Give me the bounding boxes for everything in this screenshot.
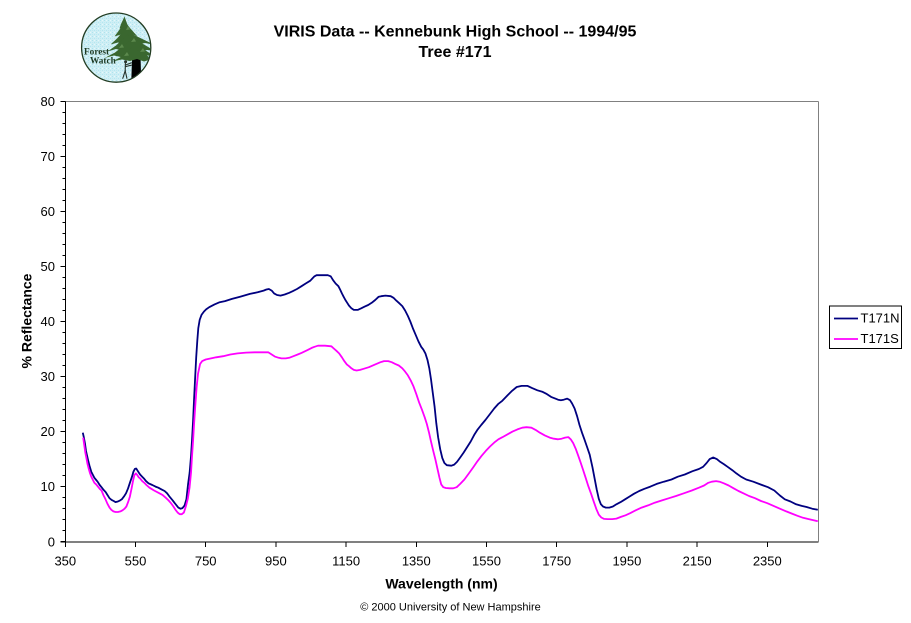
svg-text:0: 0 xyxy=(48,534,55,549)
svg-text:1550: 1550 xyxy=(472,554,501,569)
svg-text:Forest: Forest xyxy=(84,47,110,57)
svg-text:60: 60 xyxy=(41,204,55,219)
svg-text:Watch: Watch xyxy=(90,57,117,67)
svg-text:1150: 1150 xyxy=(332,554,360,569)
svg-text:20: 20 xyxy=(41,424,55,439)
svg-text:% Reflectance: % Reflectance xyxy=(19,273,35,368)
svg-text:50: 50 xyxy=(41,259,55,274)
svg-text:80: 80 xyxy=(41,94,55,109)
svg-text:2350: 2350 xyxy=(753,554,782,569)
svg-text:1350: 1350 xyxy=(402,554,431,569)
svg-text:T171S: T171S xyxy=(861,331,900,346)
svg-text:1950: 1950 xyxy=(612,554,641,569)
svg-text:1750: 1750 xyxy=(542,554,571,569)
svg-text:30: 30 xyxy=(41,369,55,384)
svg-text:Wavelength (nm): Wavelength (nm) xyxy=(385,576,497,592)
svg-text:T171N: T171N xyxy=(861,311,900,326)
svg-text:750: 750 xyxy=(195,554,217,569)
svg-text:Tree #171: Tree #171 xyxy=(419,44,492,61)
svg-text:70: 70 xyxy=(41,149,55,164)
svg-text:950: 950 xyxy=(265,554,287,569)
svg-text:350: 350 xyxy=(54,554,76,569)
svg-text:2150: 2150 xyxy=(683,554,712,569)
svg-text:© 2000 University of New Hamps: © 2000 University of New Hampshire xyxy=(360,602,541,614)
svg-text:40: 40 xyxy=(41,314,55,329)
svg-text:550: 550 xyxy=(125,554,147,569)
svg-text:VIRIS Data -- Kennebunk High S: VIRIS Data -- Kennebunk High School -- 1… xyxy=(274,24,637,41)
svg-text:10: 10 xyxy=(41,479,55,494)
